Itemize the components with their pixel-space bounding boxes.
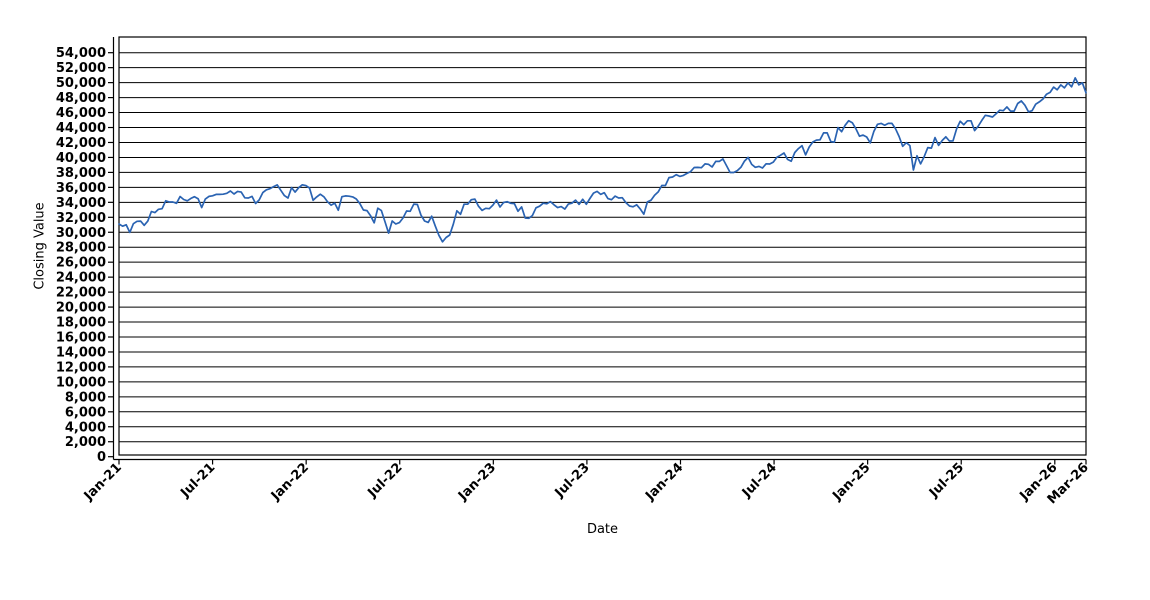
y-tick-label: 16,000	[56, 330, 106, 345]
gridlines	[119, 52, 1086, 443]
y-tick-label: 20,000	[56, 301, 106, 316]
y-tick-label: 6,000	[65, 405, 106, 420]
y-tick-label: 2,000	[65, 435, 106, 450]
y-tick-label: 0	[97, 450, 106, 465]
y-tick-label: 28,000	[56, 241, 106, 256]
y-tick-label: 52,000	[56, 61, 106, 76]
x-tick-label: Jan-24	[642, 460, 686, 504]
x-tick-label: Jul-21	[177, 460, 218, 501]
plot-frame	[118, 36, 1087, 456]
y-tick-label: 26,000	[56, 256, 106, 271]
x-tick-label: Jul-24	[739, 460, 780, 501]
y-tick-label: 34,000	[56, 196, 106, 211]
x-tick-label: Jan-25	[829, 460, 873, 504]
y-tick-label: 14,000	[56, 345, 106, 360]
x-tick-label: Jul-23	[552, 460, 593, 501]
closing-value-line	[118, 77, 1087, 243]
x-axis-title: Date	[586, 522, 619, 537]
y-tick-label: 46,000	[56, 106, 106, 121]
x-tick-label: Jan-21	[81, 460, 125, 504]
y-tick-label: 36,000	[56, 181, 106, 196]
axis-lines	[112, 37, 1086, 461]
y-tick-label: 44,000	[56, 121, 106, 136]
y-tick-label: 4,000	[65, 420, 106, 435]
x-tick-label: Jul-25	[926, 460, 967, 501]
y-tick-label: 8,000	[65, 390, 106, 405]
y-tick-label: 32,000	[56, 211, 106, 226]
y-tick-label: 54,000	[56, 46, 106, 61]
y-tick-label: 50,000	[56, 76, 106, 91]
x-tick-label: Jul-22	[365, 460, 406, 501]
x-axis-ticks: Jan-21 Jul-21 Jan-22 Jul-22 Jan-23 Jul-23 Jan-…	[81, 459, 1092, 507]
y-tick-label: 22,000	[56, 286, 106, 301]
y-tick-label: 10,000	[56, 375, 106, 390]
y-tick-label: 12,000	[56, 360, 106, 375]
y-axis-ticks: 54,00052,00050,00048,00046,00044,00042,0…	[56, 46, 114, 465]
y-tick-label: 30,000	[56, 226, 106, 241]
y-axis-title: Closing Value	[32, 202, 48, 290]
y-tick-label: 42,000	[56, 136, 106, 151]
y-tick-label: 48,000	[56, 91, 106, 106]
y-tick-label: 40,000	[56, 151, 106, 166]
y-tick-label: 38,000	[56, 166, 106, 181]
x-tick-label: Jan-23	[455, 460, 499, 504]
y-tick-label: 18,000	[56, 316, 106, 331]
y-tick-label: 24,000	[56, 271, 106, 286]
x-tick-label: Jan-22	[268, 460, 312, 504]
